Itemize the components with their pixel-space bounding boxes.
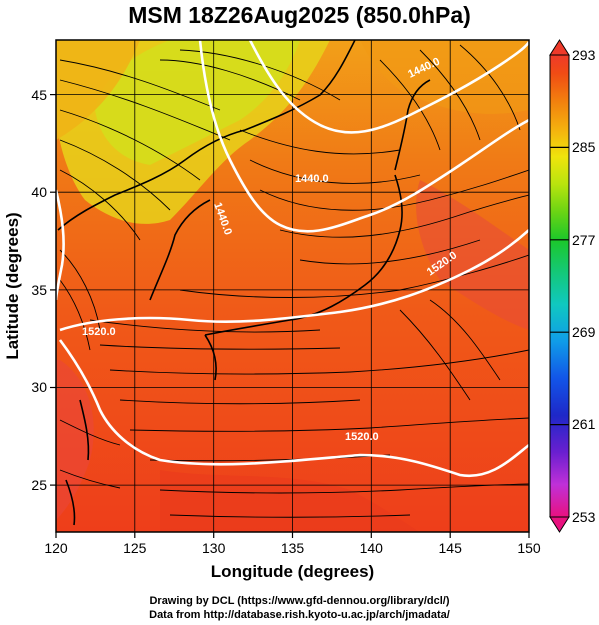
y-tick-label: 45 <box>31 87 47 103</box>
y-axis-label: Latitude (degrees) <box>3 212 22 359</box>
map-gridlines <box>56 40 529 532</box>
contour-label: 1520.0 <box>82 326 116 338</box>
map-title: MSM 18Z26Aug2025 (850.0hPa) <box>128 2 471 28</box>
x-tick-label: 140 <box>360 540 384 556</box>
colorbar-label: 261 <box>572 416 596 432</box>
credit-dcl: Drawing by DCL (https://www.gfd-dennou.o… <box>149 595 450 607</box>
x-tick-label: 120 <box>44 540 68 556</box>
colorbar-labels: 293 285 277 269 261 253 <box>572 47 596 525</box>
credit-data-source: Data from http://database.rish.kyoto-u.a… <box>149 609 450 621</box>
colorbar-label: 253 <box>572 509 596 525</box>
coastlines <box>57 40 431 526</box>
x-axis-label: Longitude (degrees) <box>211 562 374 581</box>
x-tick-label: 135 <box>281 540 305 556</box>
y-tick-label: 25 <box>31 477 47 493</box>
x-tick-label: 145 <box>439 540 463 556</box>
colorbar-label: 269 <box>572 324 596 340</box>
colorbar-top-arrow <box>549 39 570 56</box>
colorbar <box>549 39 570 533</box>
contour-label: 1440.0 <box>295 173 329 185</box>
colorbar-label: 285 <box>572 139 596 155</box>
x-tick-label: 150 <box>517 540 541 556</box>
y-tick-label: 30 <box>31 379 47 395</box>
x-tick-label: 125 <box>123 540 147 556</box>
y-tick-label: 35 <box>31 282 47 298</box>
colorbar-label: 277 <box>572 232 596 248</box>
colorbar-label: 293 <box>572 47 596 63</box>
colorbar-bottom-arrow <box>549 516 570 533</box>
tick-marks <box>50 93 530 538</box>
y-tick-label: 40 <box>31 184 47 200</box>
streamlines <box>59 44 529 518</box>
x-tick-label: 130 <box>202 540 226 556</box>
contour-label: 1520.0 <box>345 431 379 443</box>
x-tick-labels: 120 125 130 135 140 145 150 <box>44 540 541 556</box>
y-tick-labels: 25 30 35 40 45 <box>31 87 47 493</box>
colorbar-scale <box>549 54 570 518</box>
